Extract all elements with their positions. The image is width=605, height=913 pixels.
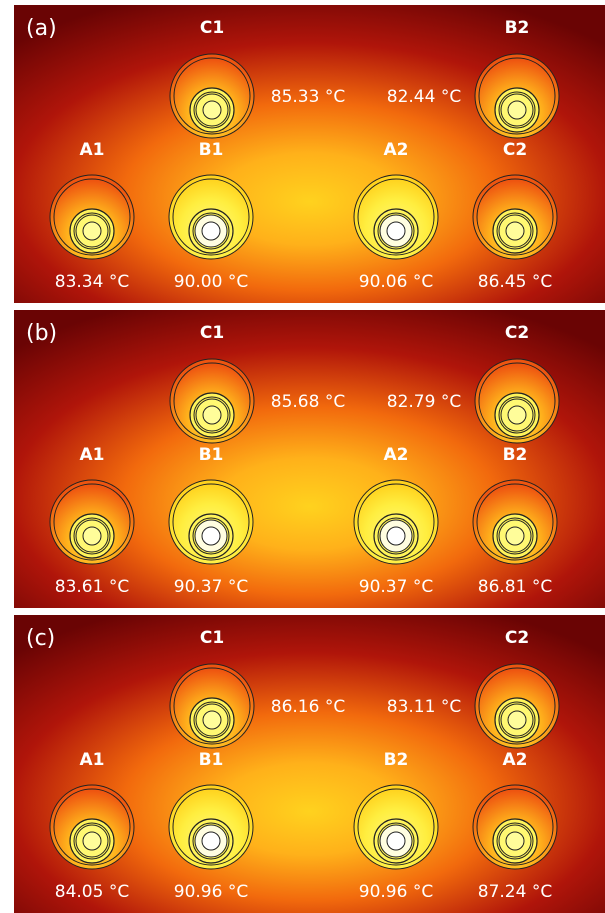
cable-temperature: 90.06 °C: [359, 272, 433, 292]
cable-temperature: 82.44 °C: [387, 87, 461, 107]
cable-b1: [168, 784, 254, 870]
cable-temperature: 90.96 °C: [174, 882, 248, 902]
cable-a1: [49, 784, 135, 870]
panel-a: (a) C1 85.33 °C B2 82.44 °C A1 83.34 °C B1 90.00…: [14, 5, 605, 303]
cable-temperature: 90.37 °C: [174, 577, 248, 597]
cable-temperature: 86.81 °C: [478, 577, 552, 597]
cable-label: C1: [200, 18, 224, 38]
cable-a2: [353, 479, 439, 565]
cable-b2: [474, 53, 560, 139]
cable-temperature: 85.68 °C: [271, 392, 345, 412]
cable-temperature: 84.05 °C: [55, 882, 129, 902]
cable-temperature: 82.79 °C: [387, 392, 461, 412]
cable-temperature: 90.00 °C: [174, 272, 248, 292]
cable-temperature: 83.61 °C: [55, 577, 129, 597]
cable-label: C2: [505, 323, 529, 343]
cable-a1: [49, 174, 135, 260]
cable-label: B2: [505, 18, 530, 38]
temperature-field: (a) C1 85.33 °C B2 82.44 °C A1 83.34 °C B1 90.00…: [14, 5, 605, 303]
cable-label: A1: [80, 445, 105, 465]
cable-label: C2: [505, 628, 529, 648]
cable-b2: [353, 784, 439, 870]
cable-label: B1: [199, 140, 224, 160]
cable-label: B1: [199, 445, 224, 465]
panel-letter: (b): [26, 321, 57, 346]
panel-c: (c) C1 86.16 °C C2 83.11 °C A1 84.05 °C B1 90.96…: [14, 615, 605, 913]
cable-temperature: 90.96 °C: [359, 882, 433, 902]
panel-letter: (a): [26, 16, 57, 41]
panel-b: (b) C1 85.68 °C C2 82.79 °C A1 83.61 °C B1 90.37…: [14, 310, 605, 608]
cable-label: B2: [384, 750, 409, 770]
cable-c2: [474, 663, 560, 749]
cable-label: A1: [80, 140, 105, 160]
cable-c2: [474, 358, 560, 444]
cable-temperature: 83.34 °C: [55, 272, 129, 292]
cable-label: C1: [200, 628, 224, 648]
cable-label: A2: [384, 445, 409, 465]
cable-c1: [169, 358, 255, 444]
cable-b1: [168, 174, 254, 260]
cable-label: B1: [199, 750, 224, 770]
cable-temperature: 87.24 °C: [478, 882, 552, 902]
cable-c2: [472, 174, 558, 260]
cable-c1: [169, 663, 255, 749]
cable-temperature: 86.45 °C: [478, 272, 552, 292]
panel-letter: (c): [26, 626, 55, 651]
cable-c1: [169, 53, 255, 139]
cable-temperature: 86.16 °C: [271, 697, 345, 717]
cable-b2: [472, 479, 558, 565]
cable-a1: [49, 479, 135, 565]
temperature-field: (b) C1 85.68 °C C2 82.79 °C A1 83.61 °C B1 90.37…: [14, 310, 605, 608]
cable-label: B2: [503, 445, 528, 465]
cable-label: A1: [80, 750, 105, 770]
temperature-field: (c) C1 86.16 °C C2 83.11 °C A1 84.05 °C B1 90.96…: [14, 615, 605, 913]
cable-label: C1: [200, 323, 224, 343]
cable-label: A2: [503, 750, 528, 770]
cable-b1: [168, 479, 254, 565]
cable-a2: [353, 174, 439, 260]
cable-temperature: 85.33 °C: [271, 87, 345, 107]
cable-temperature: 90.37 °C: [359, 577, 433, 597]
cable-temperature: 83.11 °C: [387, 697, 461, 717]
cable-label: A2: [384, 140, 409, 160]
cable-a2: [472, 784, 558, 870]
cable-label: C2: [503, 140, 527, 160]
